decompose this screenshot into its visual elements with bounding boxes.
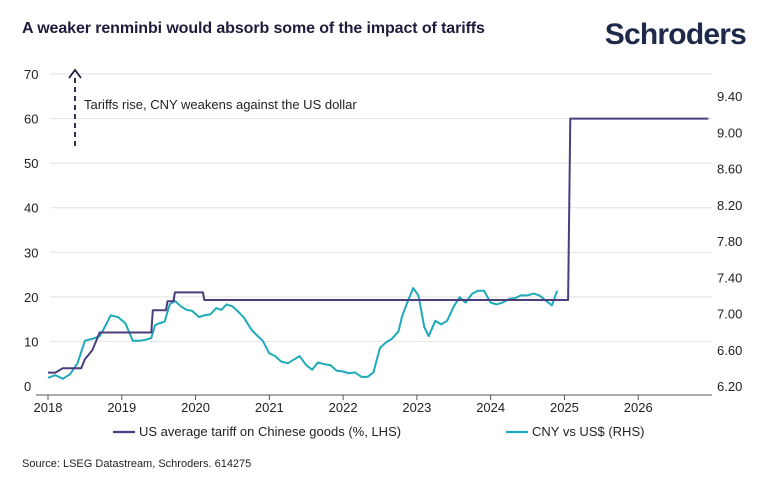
right-tick-label: 9.40 <box>717 89 742 104</box>
chart-title: A weaker renminbi would absorb some of t… <box>22 20 485 37</box>
series-layer <box>47 117 709 380</box>
gridlines <box>50 73 712 342</box>
left-tick-label: 0 <box>24 379 31 394</box>
right-tick-label: 7.00 <box>717 307 742 322</box>
left-tick-label: 50 <box>24 156 38 171</box>
x-tick-label: 2019 <box>107 400 136 415</box>
annotation: Tariffs rise, CNY weakens against the US… <box>68 68 357 146</box>
series-line-cny <box>47 287 559 380</box>
right-tick-label: 6.20 <box>717 379 742 394</box>
right-tick-label: 8.20 <box>717 198 742 213</box>
right-tick-label: 6.60 <box>717 343 742 358</box>
right-tick-label: 8.60 <box>717 162 742 177</box>
left-tick-label: 60 <box>24 112 38 127</box>
arrow-up-icon <box>68 68 82 79</box>
right-tick-label: 7.80 <box>717 234 742 249</box>
x-tick-label: 2020 <box>181 400 210 415</box>
source-note: Source: LSEG Datastream, Schroders. 6142… <box>22 458 252 470</box>
left-tick-label: 10 <box>24 334 38 349</box>
legend-label-tariff: US average tariff on Chinese goods (%, L… <box>139 424 401 439</box>
x-axis <box>36 394 712 400</box>
x-tick-label: 2023 <box>402 400 431 415</box>
right-axis-ticks: 6.20 6.60 7.00 7.40 7.80 8.20 8.60 9.00 9.40 <box>717 89 742 394</box>
brand-logo: Schroders <box>604 18 747 51</box>
right-tick-label: 9.00 <box>717 125 742 140</box>
left-tick-label: 70 <box>24 67 38 82</box>
left-tick-label: 30 <box>24 245 38 260</box>
annotation-text: Tariffs rise, CNY weakens against the US… <box>84 97 357 112</box>
right-tick-label: 7.40 <box>717 270 742 285</box>
x-tick-label: 2018 <box>34 400 63 415</box>
x-tick-label: 2025 <box>550 400 579 415</box>
x-axis-ticks: 2018 2019 2020 2021 2022 2023 2024 2025 2026 <box>34 400 653 415</box>
series-line-tariff <box>48 117 709 374</box>
x-tick-label: 2021 <box>255 400 284 415</box>
x-tick-label: 2022 <box>329 400 358 415</box>
left-tick-label: 20 <box>24 290 38 305</box>
x-tick-label: 2026 <box>624 400 653 415</box>
legend: US average tariff on Chinese goods (%, L… <box>113 424 644 439</box>
legend-label-cny: CNY vs US$ (RHS) <box>532 424 644 439</box>
left-axis-ticks: 0 10 20 30 40 50 60 70 <box>24 67 38 394</box>
x-tick-label: 2024 <box>476 400 505 415</box>
left-tick-label: 40 <box>24 201 38 216</box>
